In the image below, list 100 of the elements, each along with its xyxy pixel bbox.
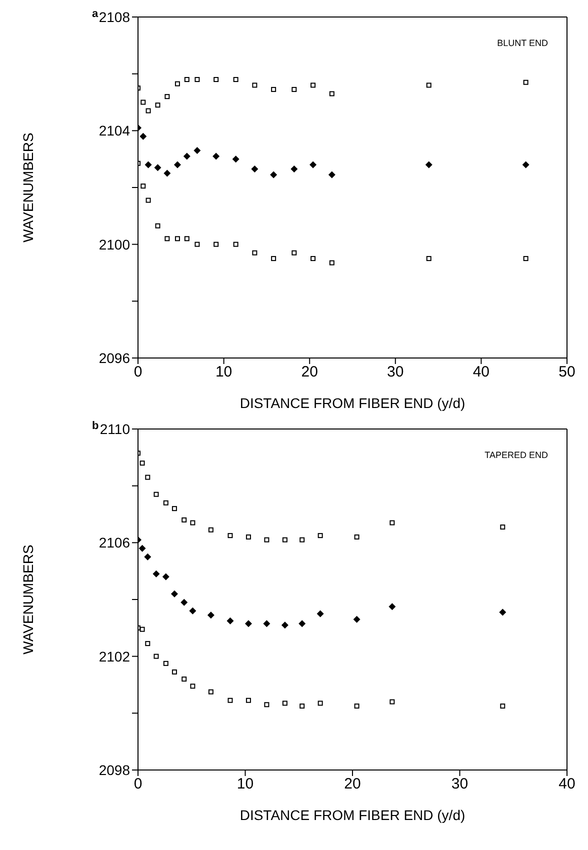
y-tick-label: 2096 bbox=[98, 350, 130, 366]
x-tick-label: 10 bbox=[236, 776, 254, 793]
point bbox=[425, 161, 432, 168]
point bbox=[246, 698, 251, 703]
point bbox=[164, 170, 171, 177]
point bbox=[270, 171, 278, 178]
point bbox=[183, 152, 190, 160]
point bbox=[426, 82, 432, 88]
y-tick-label: 2108 bbox=[98, 8, 130, 25]
x-tick-label: 30 bbox=[451, 776, 468, 793]
point bbox=[174, 236, 180, 242]
point bbox=[154, 164, 162, 172]
point bbox=[232, 156, 240, 163]
text: a bbox=[92, 8, 98, 20]
point bbox=[163, 500, 168, 506]
point bbox=[316, 610, 324, 618]
point bbox=[164, 236, 170, 242]
point bbox=[194, 77, 200, 82]
point bbox=[207, 612, 214, 619]
y-tick-label: 2100 bbox=[98, 236, 130, 252]
point bbox=[318, 533, 323, 538]
point bbox=[310, 161, 317, 168]
point bbox=[140, 460, 145, 466]
point bbox=[300, 537, 305, 542]
point bbox=[426, 256, 432, 262]
x-axis-title: DISTANCE FROM FIBER END (y/d) bbox=[240, 395, 466, 411]
point bbox=[170, 590, 178, 598]
point bbox=[190, 520, 196, 526]
y-tick-label: 2104 bbox=[98, 122, 130, 139]
x-axis-title: DISTANCE FROM FIBER END (y/d) bbox=[240, 807, 466, 823]
point bbox=[271, 256, 276, 262]
point bbox=[251, 166, 258, 173]
y-axis-title: WAVENUMBERS bbox=[20, 132, 36, 242]
point bbox=[184, 236, 190, 242]
point bbox=[263, 620, 270, 628]
x-tick-label: 20 bbox=[301, 364, 318, 381]
point bbox=[523, 80, 528, 85]
point bbox=[264, 702, 270, 708]
point bbox=[500, 524, 506, 530]
x-tick-label: 30 bbox=[387, 364, 404, 381]
point bbox=[154, 654, 159, 659]
point bbox=[180, 598, 188, 606]
point bbox=[190, 684, 196, 689]
y-tick-label: 2110 bbox=[100, 420, 130, 437]
point bbox=[163, 660, 168, 666]
point bbox=[140, 184, 146, 189]
point bbox=[162, 573, 170, 580]
point bbox=[174, 161, 181, 168]
point bbox=[145, 474, 150, 480]
point bbox=[354, 704, 360, 709]
x-tick-label: 20 bbox=[344, 776, 361, 793]
point bbox=[182, 517, 187, 522]
point bbox=[184, 77, 190, 82]
point bbox=[174, 81, 180, 86]
point bbox=[522, 161, 530, 168]
point bbox=[140, 626, 145, 632]
x-tick-label: 10 bbox=[215, 364, 232, 381]
point bbox=[228, 533, 233, 538]
x-tick-label: 40 bbox=[558, 776, 576, 793]
point bbox=[172, 506, 177, 512]
point bbox=[329, 91, 334, 96]
point bbox=[292, 250, 297, 256]
x-tick-label: 50 bbox=[558, 364, 576, 381]
y-tick-label: 2106 bbox=[98, 534, 130, 551]
annotation: BLUNT END bbox=[497, 38, 548, 48]
point bbox=[138, 544, 146, 552]
point bbox=[300, 704, 305, 709]
point bbox=[155, 223, 160, 228]
point bbox=[144, 161, 152, 168]
point bbox=[182, 676, 187, 682]
point bbox=[140, 132, 147, 140]
point bbox=[281, 622, 288, 629]
point bbox=[194, 242, 200, 247]
point bbox=[292, 86, 297, 92]
point bbox=[499, 608, 506, 616]
point bbox=[282, 700, 288, 706]
point bbox=[354, 534, 360, 540]
y-tick-label: 2102 bbox=[98, 648, 130, 664]
point bbox=[500, 704, 506, 709]
point bbox=[264, 537, 270, 542]
point bbox=[328, 171, 336, 178]
point bbox=[208, 689, 214, 694]
point bbox=[189, 607, 196, 614]
point bbox=[310, 82, 316, 88]
point bbox=[329, 260, 334, 266]
annotation: TAPERED END bbox=[484, 450, 548, 460]
point bbox=[226, 617, 234, 624]
point bbox=[390, 520, 395, 526]
x-tick-label: 0 bbox=[134, 776, 142, 793]
y-axis-title: WAVENUMBERS bbox=[20, 544, 36, 654]
point bbox=[271, 86, 276, 92]
point bbox=[298, 620, 306, 628]
point bbox=[252, 250, 258, 256]
point bbox=[212, 152, 220, 160]
point bbox=[172, 669, 177, 674]
point bbox=[252, 82, 258, 88]
point bbox=[140, 100, 146, 105]
point bbox=[282, 537, 288, 542]
point bbox=[144, 553, 152, 560]
point bbox=[233, 77, 238, 82]
